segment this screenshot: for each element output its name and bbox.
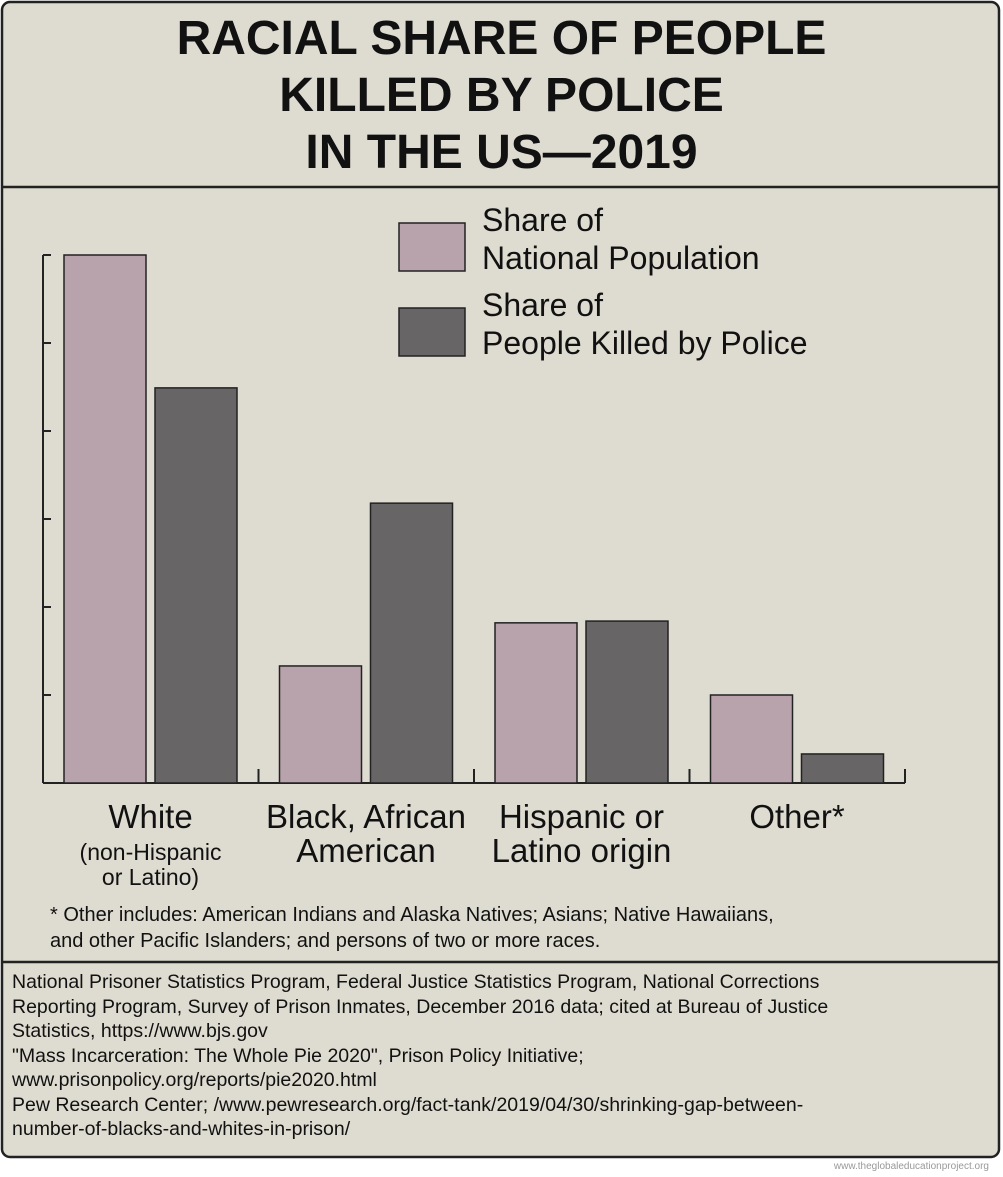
bar	[63, 254, 147, 784]
legend-swatch	[398, 307, 466, 357]
bar	[154, 387, 238, 784]
bar	[369, 502, 454, 784]
x-tick-sublabel: (non-Hispanic or Latino)	[79, 839, 222, 890]
bar	[585, 620, 669, 784]
bar	[278, 665, 363, 784]
x-tick-label: Black, African American	[266, 798, 466, 869]
bar	[709, 694, 794, 784]
watermark: www.theglobaleducationproject.org	[833, 1161, 989, 1172]
x-tick-label: Hispanic or Latino origin	[491, 798, 672, 869]
footnote: * Other includes: American Indians and A…	[50, 904, 774, 952]
x-tick-label: White	[108, 798, 193, 835]
legend-label: Share of National Population	[482, 202, 760, 276]
legend-label: Share of People Killed by Police	[482, 287, 808, 361]
x-tick-label: Other*	[749, 798, 845, 835]
bar	[494, 622, 578, 784]
sources: National Prisoner Statistics Program, Fe…	[12, 971, 829, 1140]
legend-swatch	[398, 222, 466, 272]
chart-title: RACIAL SHARE OF PEOPLE KILLED BY POLICE …	[176, 12, 827, 179]
bar	[800, 753, 885, 784]
